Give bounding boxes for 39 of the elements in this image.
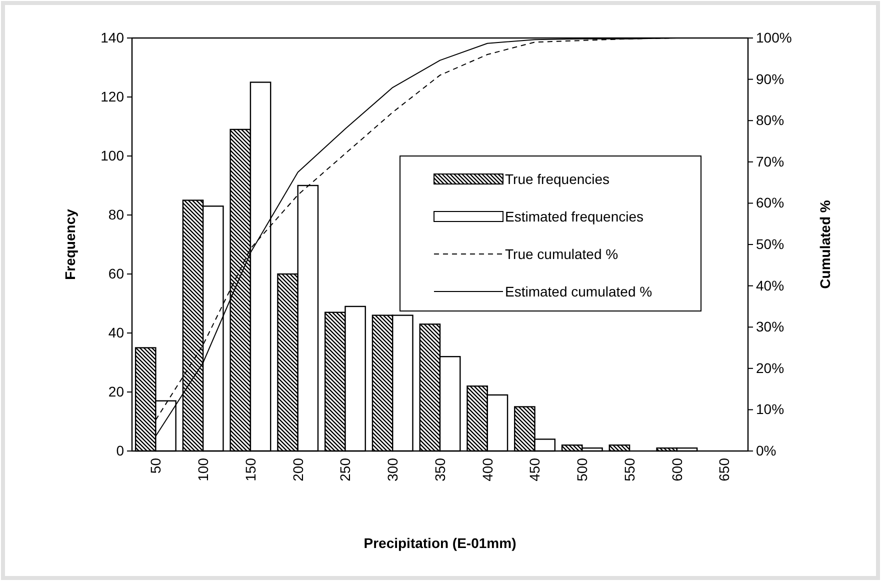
y2-axis-title: Cumulated %	[817, 200, 833, 289]
x-tick-label: 400	[479, 458, 496, 482]
x-tick-label: 450	[526, 458, 543, 482]
y-tick-label: 100	[100, 147, 124, 164]
legend-label: True cumulated %	[505, 246, 618, 262]
x-tick-label: 500	[574, 458, 590, 482]
y-axis-title: Frequency	[62, 208, 78, 280]
y2-tick-label: 80%	[756, 112, 784, 128]
y2-tick-label: 90%	[756, 70, 784, 87]
x-tick-label: 300	[384, 458, 401, 482]
x-tick-label: 350	[432, 458, 448, 482]
legend-label: Estimated frequencies	[505, 208, 644, 224]
y2-tick-label: 20%	[756, 360, 784, 376]
y2-tick-label: 40%	[756, 277, 784, 294]
y2-tick-label: 100%	[756, 29, 792, 46]
legend-label: True frequencies	[505, 171, 610, 187]
y-tick-label: 40	[108, 324, 124, 340]
y2-tick-label: 0%	[756, 442, 776, 458]
y-tick-label: 120	[100, 88, 124, 104]
x-tick-label: 50	[148, 458, 164, 474]
y2-tick-label: 50%	[756, 236, 784, 252]
x-tick-label: 550	[621, 458, 638, 482]
x-tick-label: 600	[668, 458, 685, 482]
y-tick-label: 140	[100, 29, 124, 46]
x-tick-label: 650	[716, 458, 732, 482]
x-tick-label: 150	[242, 458, 258, 482]
y2-tick-label: 10%	[756, 401, 784, 418]
y2-tick-label: 60%	[756, 194, 784, 211]
y-tick-label: 60	[108, 265, 124, 282]
legend-label: Estimated cumulated %	[505, 284, 652, 300]
x-tick-label: 100	[194, 458, 211, 482]
y2-tick-label: 70%	[756, 153, 784, 170]
x-tick-label: 200	[290, 458, 306, 482]
y-tick-label: 20	[108, 383, 124, 400]
y-tick-label: 80	[108, 206, 124, 222]
y2-tick-label: 30%	[756, 318, 784, 335]
x-tick-label: 250	[337, 458, 354, 482]
y-tick-label: 0	[116, 442, 124, 458]
x-axis-title: Precipitation (E-01mm)	[364, 535, 516, 551]
